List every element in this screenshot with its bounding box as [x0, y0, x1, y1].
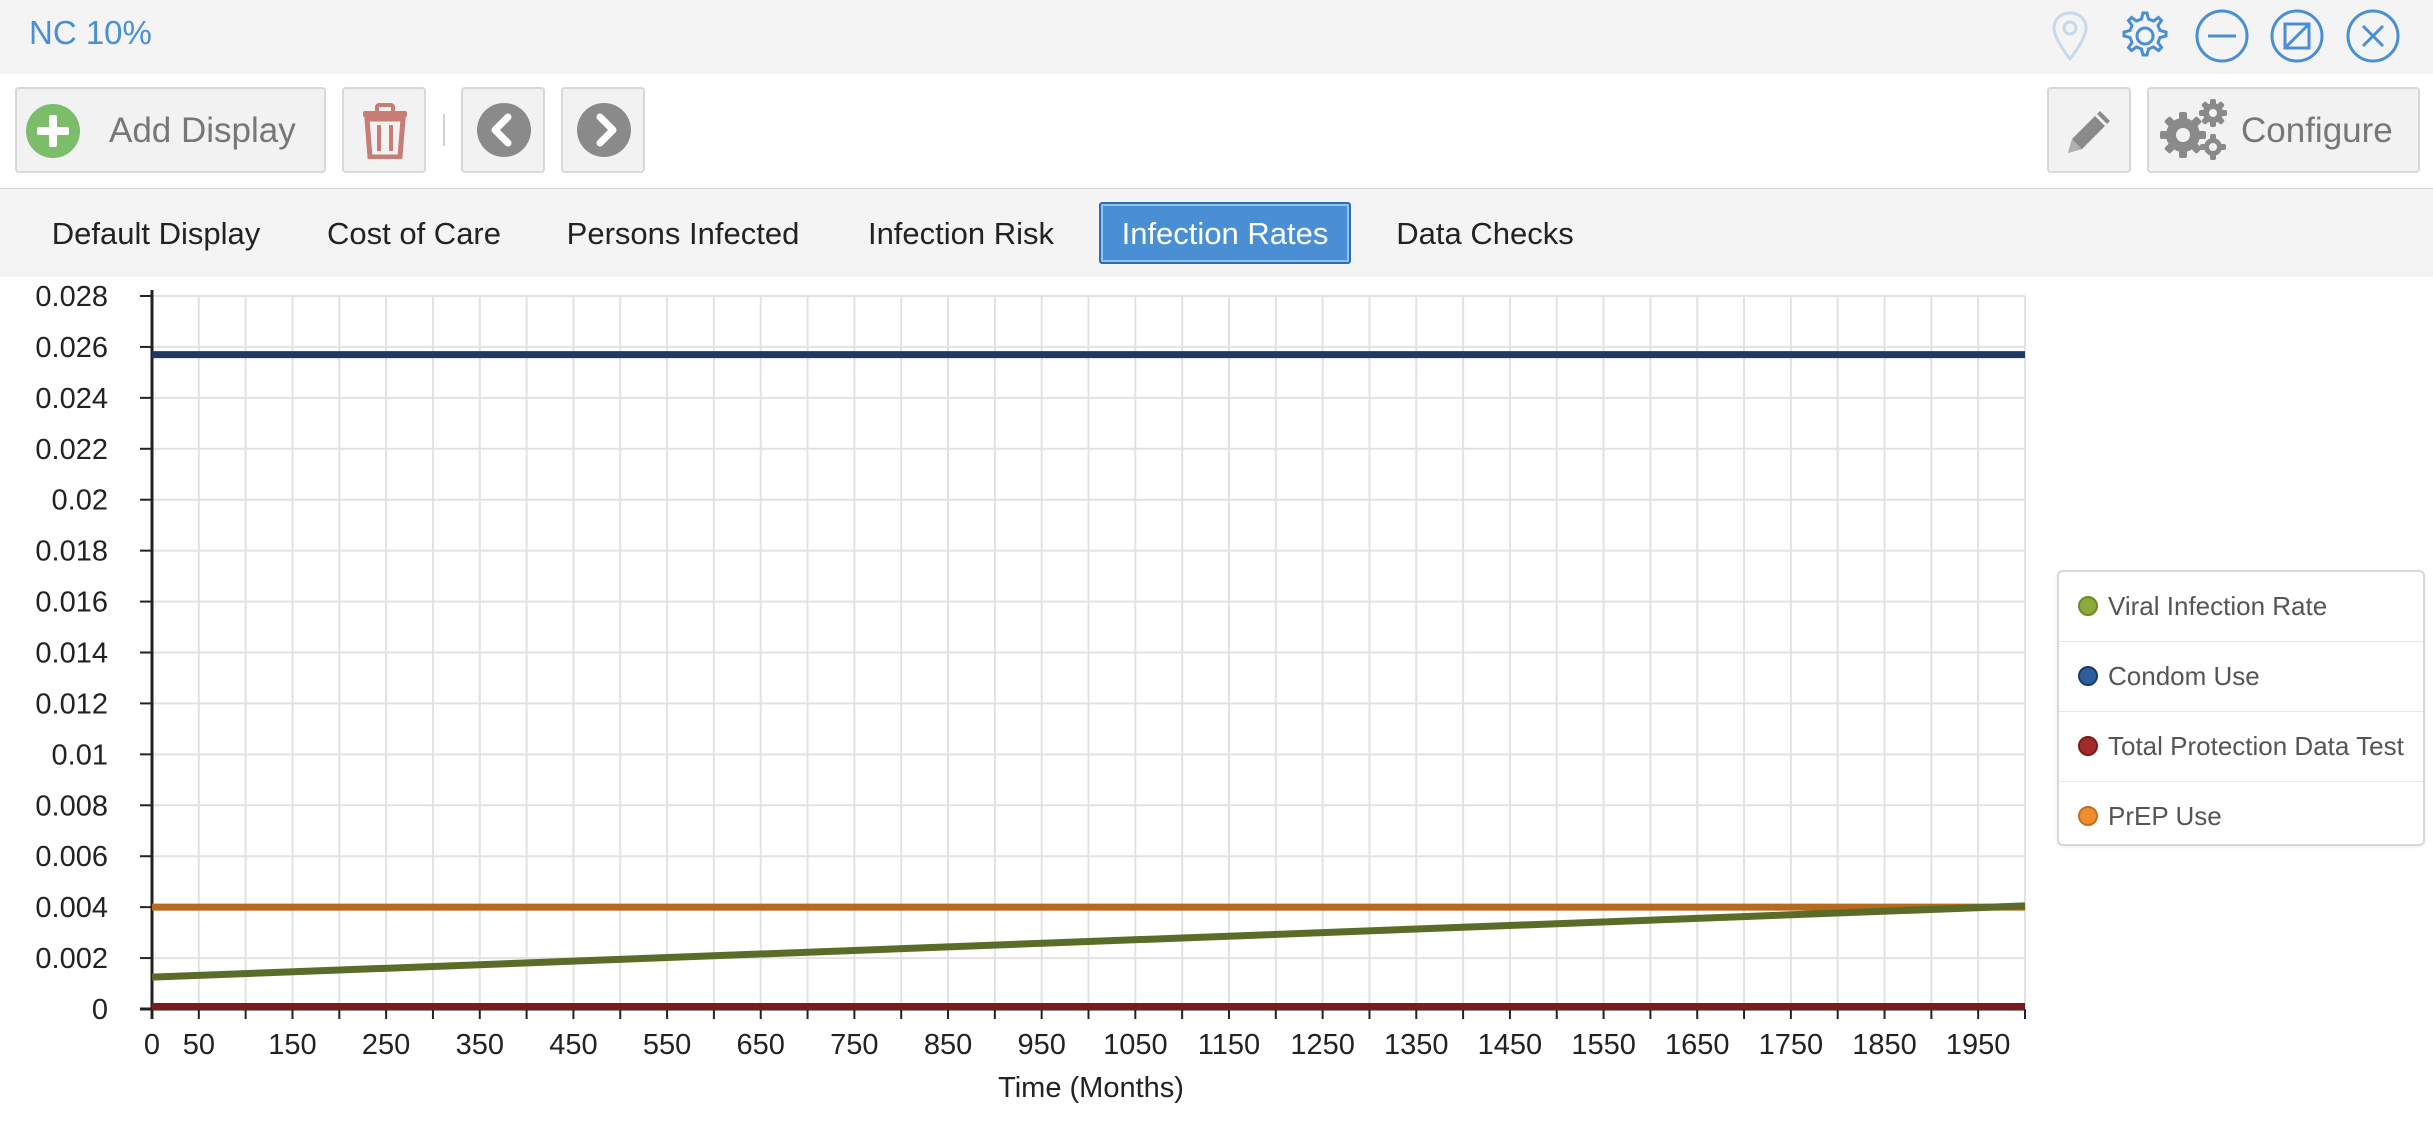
- legend-item-condom-use[interactable]: Condom Use: [2059, 642, 2423, 712]
- y-tick-label: 0.016: [35, 587, 108, 619]
- y-tick-label: 0.018: [35, 536, 108, 568]
- x-tick-label: 650: [737, 1029, 785, 1061]
- y-tick-label: 0: [92, 994, 108, 1026]
- x-tick-label: 50: [183, 1029, 215, 1061]
- y-tick-label: 0.028: [35, 281, 108, 313]
- plus-circle-icon: [25, 103, 81, 164]
- previous-button[interactable]: [461, 87, 545, 173]
- location-pin-icon[interactable]: [2041, 7, 2099, 65]
- x-tick-label: 1850: [1852, 1029, 1917, 1061]
- add-display-button[interactable]: Add Display: [15, 87, 326, 173]
- x-tick-label: 450: [549, 1029, 597, 1061]
- legend-label: PrEP Use: [2108, 801, 2222, 831]
- edit-button[interactable]: [2047, 87, 2131, 173]
- y-axis-ticks: 0 0.002 0.004 0.006 0.008 0.01 0.012 0.014 0.016…: [35, 281, 152, 1026]
- popout-icon[interactable]: [2268, 7, 2326, 65]
- y-tick-label: 0.024: [35, 383, 108, 415]
- x-tick-label: 250: [362, 1029, 410, 1061]
- y-tick-label: 0.022: [35, 434, 108, 466]
- infection-rates-chart: 0 0.002 0.004 0.006 0.008 0.01 0.012 0.014 0.016…: [35, 281, 2026, 1104]
- chart-grid: [152, 295, 2026, 1009]
- legend-item-total-protection-data-test[interactable]: Total Protection Data Test: [2059, 712, 2423, 782]
- x-tick-label: 1550: [1571, 1029, 1636, 1061]
- legend-marker: [2078, 736, 2098, 756]
- y-tick-label: 0.02: [52, 485, 108, 517]
- y-tick-label: 0.002: [35, 943, 108, 975]
- x-tick-label: 1150: [1198, 1029, 1260, 1061]
- y-tick-label: 0.014: [35, 638, 108, 670]
- legend-label: Total Protection Data Test: [2108, 731, 2404, 761]
- delete-button[interactable]: [342, 87, 426, 173]
- x-axis-label: Time (Months): [998, 1072, 1184, 1104]
- toolbar: Add Display: [0, 74, 2433, 190]
- tab-infection-rates[interactable]: Infection Rates: [1099, 202, 1351, 264]
- series-line-viral-infection-rate: [151, 902, 2026, 981]
- legend-item-viral-infection-rate[interactable]: Viral Infection Rate: [2059, 572, 2423, 642]
- x-tick-label: 1350: [1384, 1029, 1449, 1061]
- x-tick-label: 1650: [1665, 1029, 1730, 1061]
- x-tick-label: 0: [144, 1029, 160, 1061]
- x-tick-label: 150: [268, 1029, 316, 1061]
- close-icon[interactable]: [2344, 7, 2402, 65]
- pencil-icon: [2062, 103, 2118, 164]
- next-button[interactable]: [561, 87, 645, 173]
- y-tick-label: 0.01: [52, 739, 108, 771]
- title-bar: NC 10%: [0, 0, 2433, 74]
- tab-infection-risk[interactable]: Infection Risk: [867, 216, 1055, 251]
- chevron-right-icon: [576, 102, 632, 163]
- chevron-left-icon: [476, 102, 532, 163]
- toolbar-divider: [443, 114, 445, 146]
- x-tick-label: 850: [924, 1029, 972, 1061]
- x-tick-label: 1950: [1946, 1029, 2011, 1061]
- legend-label: Viral Infection Rate: [2108, 591, 2328, 621]
- trash-icon: [358, 103, 412, 164]
- x-tick-label: 1450: [1478, 1029, 1543, 1061]
- y-tick-label: 0.008: [35, 790, 108, 822]
- x-tick-label: 550: [643, 1029, 691, 1061]
- x-tick-label: 750: [830, 1029, 878, 1061]
- gears-icon: [2157, 97, 2231, 168]
- x-tick-label: 950: [1017, 1029, 1065, 1061]
- minimize-icon[interactable]: [2193, 7, 2251, 65]
- window-title: NC 10%: [29, 14, 152, 51]
- display-tabs: Default Display Cost of Care Persons Inf…: [0, 189, 2433, 277]
- x-tick-label: 1250: [1290, 1029, 1355, 1061]
- chart-series-lines: [151, 351, 2026, 1010]
- y-tick-label: 0.006: [35, 841, 108, 873]
- legend-marker: [2078, 806, 2098, 826]
- configure-label: Configure: [2241, 111, 2393, 150]
- y-tick-label: 0.012: [35, 688, 108, 720]
- x-axis-ticks: 0 50 150 250 350 450 550 650 750 850 950 1050 1150 12…: [144, 1009, 2026, 1061]
- y-tick-label: 0.004: [35, 892, 108, 924]
- tab-persons-infected[interactable]: Persons Infected: [566, 216, 800, 251]
- tab-cost-of-care[interactable]: Cost of Care: [326, 216, 501, 251]
- add-display-label: Add Display: [109, 111, 296, 150]
- gear-icon[interactable]: [2116, 7, 2174, 65]
- configure-button[interactable]: Configure: [2147, 87, 2420, 173]
- legend-item-prep-use[interactable]: PrEP Use: [2059, 782, 2423, 852]
- x-tick-label: 1750: [1759, 1029, 1824, 1061]
- legend-marker: [2078, 666, 2098, 686]
- chart-legend: Viral Infection Rate Condom Use Total Pr…: [2057, 570, 2425, 846]
- x-tick-label: 350: [456, 1029, 504, 1061]
- legend-label: Condom Use: [2108, 661, 2260, 691]
- y-tick-label: 0.026: [35, 332, 108, 364]
- legend-marker: [2078, 596, 2098, 616]
- tab-default-display[interactable]: Default Display: [51, 216, 261, 251]
- tab-data-checks[interactable]: Data Checks: [1396, 216, 1574, 251]
- x-tick-label: 1050: [1103, 1029, 1168, 1061]
